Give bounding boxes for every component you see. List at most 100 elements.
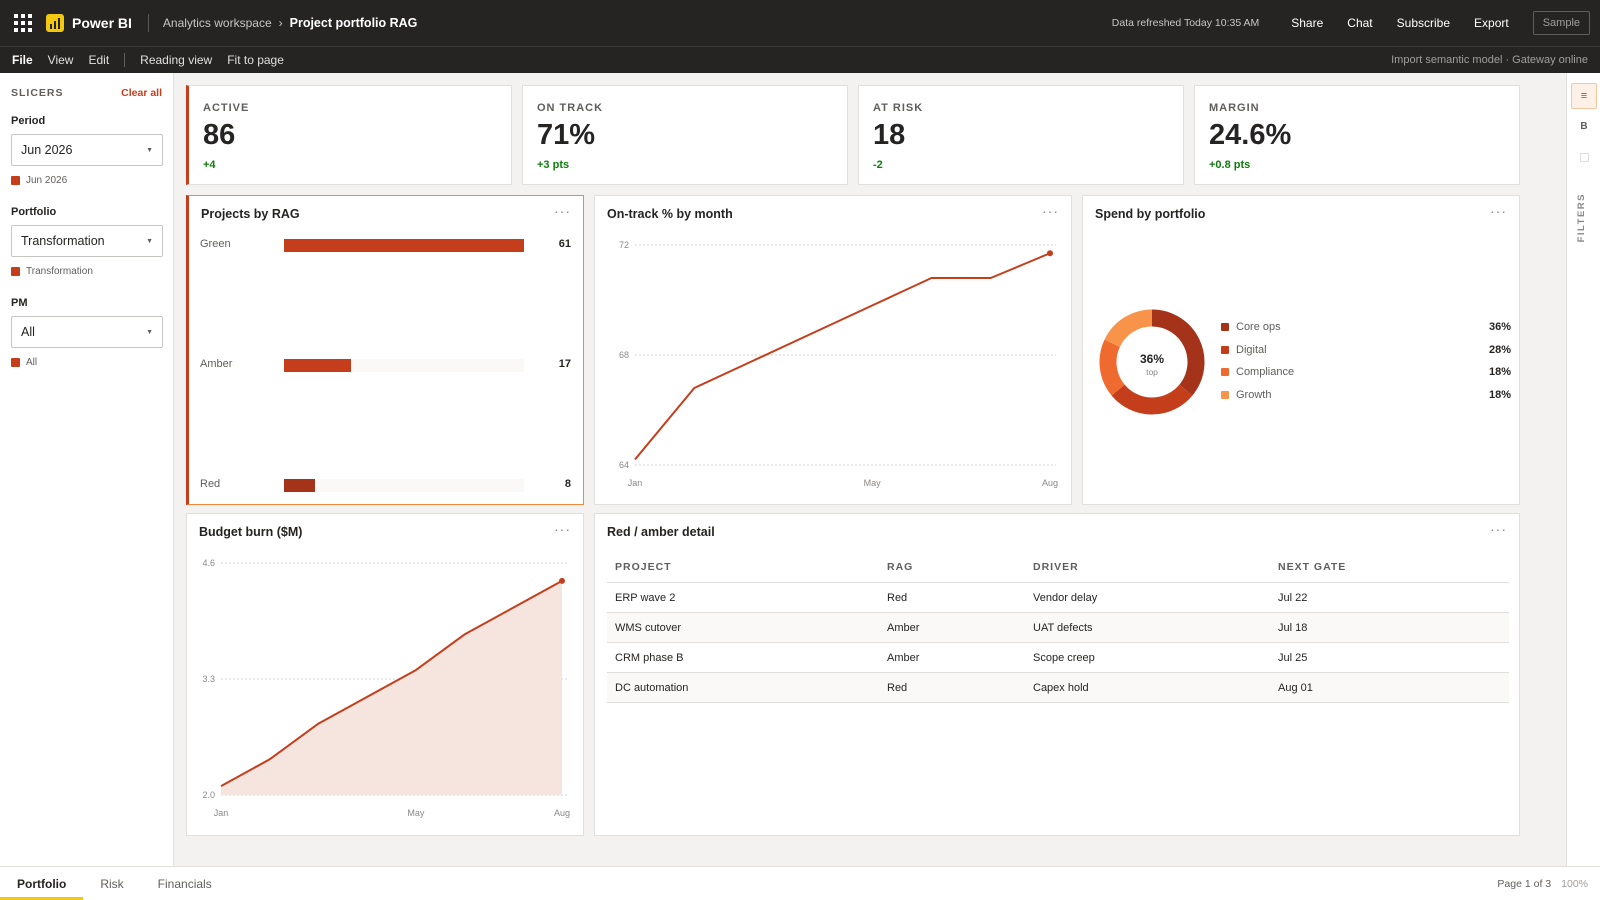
table-row[interactable]: ERP wave 2 Red Vendor delay Jul 22: [607, 582, 1509, 613]
table-row[interactable]: DC automation Red Capex hold Aug 01: [607, 672, 1509, 703]
page-indicator: Page 1 of 3: [1497, 877, 1552, 890]
tab-financials[interactable]: Financials: [157, 876, 212, 891]
column-header-driver[interactable]: DRIVER: [1025, 554, 1270, 583]
on-track-by-month-visual[interactable]: On-track % by month ··· 72 68 64 Jan May Aug: [594, 195, 1072, 505]
app-launcher-icon[interactable]: [0, 0, 46, 46]
table-header-row: PROJECT RAG DRIVER NEXT GATE: [607, 554, 1509, 583]
legend-swatch: [1221, 368, 1229, 376]
x-tick-label: Aug: [554, 808, 570, 818]
cell-project: CRM phase B: [607, 642, 879, 673]
report-canvas: ACTIVE 86 +4 ON TRACK 71% +3 pts AT RISK…: [174, 73, 1566, 866]
more-options-icon[interactable]: ···: [1042, 203, 1059, 219]
budget-burn-visual[interactable]: Budget burn ($M) ··· 4.6 3.3 2.0 Jan May Aug: [186, 513, 584, 836]
kpi-label: AT RISK: [873, 102, 924, 114]
menu-view[interactable]: View: [47, 53, 74, 67]
table-row[interactable]: CRM phase B Amber Scope creep Jul 25: [607, 642, 1509, 673]
tab-risk[interactable]: Risk: [100, 876, 124, 891]
page-tabs: Portfolio Risk Financials Page 1 of 3 10…: [0, 866, 1600, 900]
bar[interactable]: [284, 239, 524, 252]
cell-driver: Vendor delay: [1025, 582, 1270, 613]
kpi-delta: +4: [203, 159, 216, 171]
legend-item[interactable]: Digital 28%: [1221, 344, 1511, 356]
reading-view-button[interactable]: Reading view: [140, 53, 213, 67]
spend-by-portfolio-visual[interactable]: Spend by portfolio ··· 36% top Core ops 36…: [1082, 195, 1520, 505]
cell-next-gate: Aug 01: [1270, 672, 1509, 703]
fit-to-page-button[interactable]: Fit to page: [227, 53, 284, 67]
on-track-line-chart: 72 68 64 Jan May Aug: [619, 240, 1058, 488]
chip-swatch: [11, 267, 20, 276]
cell-next-gate: Jul 22: [1270, 582, 1509, 613]
slicer-pm-label: PM: [11, 297, 28, 309]
kpi-card-margin[interactable]: MARGIN 24.6% +0.8 pts: [1194, 85, 1520, 185]
kpi-card-on-track[interactable]: ON TRACK 71% +3 pts: [522, 85, 848, 185]
export-button[interactable]: Export: [1474, 16, 1509, 30]
legend-value: 18%: [1488, 366, 1511, 378]
cell-rag: Red: [879, 582, 1025, 613]
clear-all-button[interactable]: Clear all: [121, 87, 162, 99]
red-amber-detail-visual[interactable]: Red / amber detail ··· PROJECT RAG DRIVE…: [594, 513, 1520, 836]
more-options-icon[interactable]: ···: [1490, 203, 1507, 219]
period-chip[interactable]: Jun 2026: [11, 175, 162, 186]
donut-center-value: 36%: [1140, 352, 1164, 366]
breadcrumb-workspace[interactable]: Analytics workspace: [162, 16, 272, 30]
y-tick-label: 4.6: [202, 558, 215, 568]
visual-title: Red / amber detail: [607, 525, 715, 539]
period-dropdown[interactable]: Jun 2026 ▼: [11, 134, 163, 166]
visualizations-icon[interactable]: ≡: [1571, 83, 1597, 109]
top-bar: Power BI Analytics workspace › Project p…: [0, 0, 1600, 46]
portfolio-chip[interactable]: Transformation: [11, 266, 162, 277]
share-button[interactable]: Share: [1291, 16, 1324, 30]
data-point: [1047, 250, 1053, 257]
menu-edit[interactable]: Edit: [88, 53, 110, 67]
chevron-down-icon: ▼: [146, 146, 153, 154]
chip-swatch: [11, 176, 20, 185]
app-name[interactable]: Power BI: [72, 15, 132, 31]
zoom-level[interactable]: 100%: [1561, 877, 1588, 890]
legend-item[interactable]: Core ops 36%: [1221, 321, 1511, 333]
donut-slice: [1111, 384, 1193, 415]
bar-track: [284, 359, 524, 372]
legend-item[interactable]: Growth 18%: [1221, 389, 1511, 401]
budget-burn-area-chart: 4.6 3.3 2.0 Jan May Aug: [202, 558, 570, 818]
more-options-icon[interactable]: ···: [554, 203, 571, 219]
refresh-status: Data refreshed Today 10:35 AM: [1111, 17, 1260, 29]
chat-button[interactable]: Chat: [1347, 16, 1373, 30]
more-options-icon[interactable]: ···: [554, 521, 571, 537]
portfolio-dropdown[interactable]: Transformation ▼: [11, 225, 163, 257]
filters-pane-toggle[interactable]: FILTERS: [1576, 193, 1587, 243]
projects-by-rag-visual[interactable]: Projects by RAG ··· Green 61 Amber 17 Red 8: [186, 195, 584, 505]
kpi-card-at-risk[interactable]: AT RISK 18 -2: [858, 85, 1184, 185]
pm-chip-label: All: [26, 357, 38, 368]
bar[interactable]: [284, 479, 316, 492]
breadcrumb-report: Project portfolio RAG: [289, 16, 418, 30]
bar-value-label: 8: [564, 478, 571, 490]
more-options-icon[interactable]: ···: [1490, 521, 1507, 537]
detail-table: PROJECT RAG DRIVER NEXT GATE ERP wave 2 …: [607, 554, 1509, 703]
x-tick-label: Aug: [1042, 478, 1058, 488]
table-row[interactable]: WMS cutover Amber UAT defects Jul 18: [607, 612, 1509, 643]
period-chip-label: Jun 2026: [26, 175, 68, 186]
selection-pane-icon[interactable]: [1580, 153, 1589, 162]
slicers-title: SLICERS: [11, 87, 64, 99]
model-status: Import semantic model · Gateway online: [1391, 54, 1588, 66]
visual-title: Projects by RAG: [201, 207, 300, 221]
bookmarks-icon[interactable]: B: [1580, 121, 1588, 132]
kpi-card-active[interactable]: ACTIVE 86 +4: [186, 85, 512, 185]
bar-category-label: Red: [200, 478, 221, 490]
kpi-delta: +3 pts: [537, 159, 570, 171]
menu-file[interactable]: File: [12, 53, 33, 67]
slicer-period-label: Period: [11, 115, 46, 127]
column-header-next-gate[interactable]: NEXT GATE: [1270, 554, 1509, 583]
column-header-rag[interactable]: RAG: [879, 554, 1025, 583]
pm-chip[interactable]: All: [11, 357, 162, 368]
bar[interactable]: [284, 359, 351, 372]
subscribe-button[interactable]: Subscribe: [1396, 16, 1451, 30]
visual-title: On-track % by month: [607, 207, 733, 221]
menu-bar: File View Edit Reading view Fit to page …: [0, 46, 1600, 73]
slicer-portfolio-label: Portfolio: [11, 206, 57, 218]
legend-item[interactable]: Compliance 18%: [1221, 366, 1511, 378]
sample-button[interactable]: Sample: [1532, 11, 1590, 35]
column-header-project[interactable]: PROJECT: [607, 554, 879, 583]
tab-portfolio[interactable]: Portfolio: [0, 867, 84, 900]
pm-dropdown[interactable]: All ▼: [11, 316, 163, 348]
